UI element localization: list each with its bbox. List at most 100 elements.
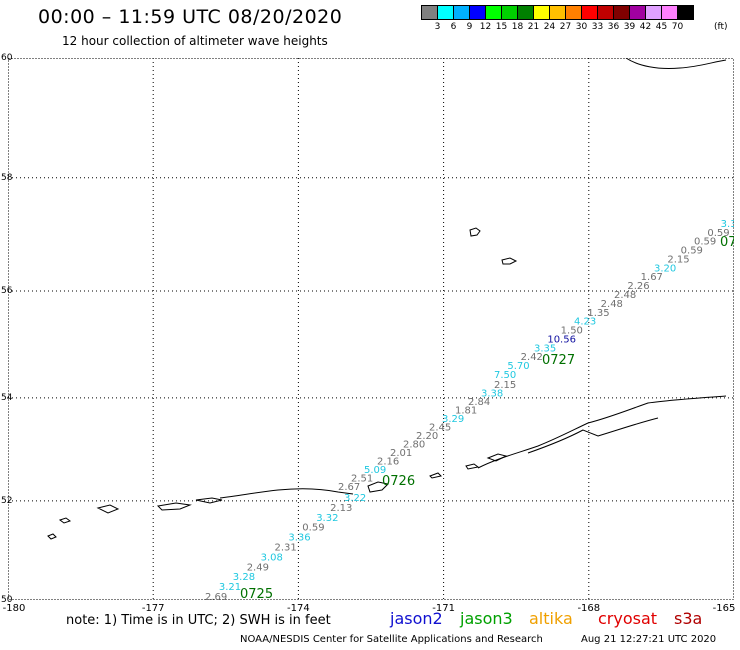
longitude-label: -171 (432, 603, 455, 614)
colorbar-label: 36 (607, 22, 620, 32)
colorbar-label: 21 (527, 22, 540, 32)
colorbar-label: 6 (450, 22, 457, 32)
wave-height-value: 2.48 (601, 299, 623, 310)
wave-height-value: 1.67 (641, 272, 663, 283)
colorbar-label: 27 (559, 22, 572, 32)
colorbar-labels: 3 6 9 12 15 18 21 24 27 30 33 36 39 42 45 70 (422, 22, 686, 32)
wave-height-value: 2.48 (614, 290, 636, 301)
colorbar-swatch (645, 5, 662, 20)
coast-alaska-north (625, 58, 727, 69)
coast-aleutian-east (429, 453, 508, 479)
colorbar-label: 15 (495, 22, 508, 32)
wave-height-value: 1.50 (561, 326, 583, 337)
wave-height-value: 2.67 (338, 482, 360, 493)
footer-note: note: 1) Time is in UTC; 2) SWH is in fe… (66, 613, 331, 628)
wave-height-value: 2.49 (247, 562, 269, 573)
legend-altika: altika (529, 609, 573, 628)
latitude-label: 52 (1, 495, 13, 506)
wave-height-value: 2.80 (403, 440, 425, 451)
wave-height-value: 3.32 (316, 513, 338, 524)
wave-height-value: 5.09 (364, 465, 386, 476)
colorbar-swatch (549, 5, 566, 20)
wave-height-value: 0.59 (694, 237, 716, 248)
wave-height-value: 1.81 (455, 406, 477, 417)
map-grid (8, 58, 734, 600)
colorbar (421, 5, 694, 20)
coast-umnak (367, 481, 390, 493)
colorbar-label: 45 (655, 22, 668, 32)
wave-height-value: 2.31 (275, 543, 297, 554)
wave-height-value: 2.20 (416, 431, 438, 442)
colorbar-label: 9 (466, 22, 473, 32)
wave-height-value: 2.16 (377, 457, 399, 468)
wave-height-value: 4.23 (574, 317, 596, 328)
track-time-label: 0726 (382, 474, 415, 489)
page-title: 00:00 – 11:59 UTC 08/20/2020 (38, 6, 343, 28)
latitude-label: 60 (1, 53, 13, 63)
wave-height-value: 2.84 (468, 397, 490, 408)
wave-height-value: 3.08 (261, 552, 283, 563)
colorbar-label: 18 (511, 22, 524, 32)
coast-aleutian-chain (219, 488, 354, 499)
wave-height-value: 3.36 (288, 533, 310, 544)
track-time-label-edge: 07 (720, 235, 734, 250)
wave-height-value: 2.15 (667, 254, 689, 265)
longitude-label: -180 (2, 603, 26, 614)
wave-height-map: 2.693.213.282.493.082.313.360.593.322.13… (8, 58, 734, 600)
legend-jason3: jason3 (460, 609, 513, 628)
wave-height-value: 3.38 (721, 219, 734, 230)
wave-height-value: 7.50 (494, 370, 516, 381)
colorbar-swatch (421, 5, 438, 20)
colorbar-swatch (517, 5, 534, 20)
coast-alaska-peninsula-south (527, 417, 659, 454)
colorbar-swatch (533, 5, 550, 20)
colorbar-label: 33 (591, 22, 604, 32)
wave-height-value: 3.22 (344, 493, 366, 504)
colorbar-swatch (581, 5, 598, 20)
colorbar-swatch (501, 5, 518, 20)
altimeter-tracks: 2.693.213.282.493.082.313.360.593.322.13… (205, 219, 734, 600)
wave-height-value: 3.28 (233, 572, 255, 583)
footer-timestamp: Aug 21 12:27:21 UTC 2020 (581, 634, 717, 645)
colorbar-label: 42 (639, 22, 652, 32)
colorbar-swatch (677, 5, 694, 20)
colorbar-label: 12 (479, 22, 492, 32)
wave-height-value: 10.56 (547, 334, 576, 345)
colorbar-swatch (661, 5, 678, 20)
page-subtitle: 12 hour collection of altimeter wave hei… (62, 34, 328, 48)
latitude-label: 54 (1, 392, 13, 403)
wave-height-value: 5.70 (507, 361, 529, 372)
wave-height-value: 3.20 (654, 263, 676, 274)
coast-aleutian-mid (156, 497, 223, 511)
colorbar-unit: (ft) (714, 22, 728, 32)
wave-height-value: 2.15 (494, 380, 516, 391)
colorbar-swatch (437, 5, 454, 20)
colorbar-swatch (597, 5, 614, 20)
colorbar-label: 70 (671, 22, 684, 32)
map-frame (8, 58, 734, 600)
colorbar-swatch (565, 5, 582, 20)
colorbar-swatch (613, 5, 630, 20)
legend-cryosat: cryosat (598, 609, 658, 628)
wave-height-value: 1.35 (587, 308, 609, 319)
wave-height-value: 0.59 (707, 228, 729, 239)
latitude-label: 56 (1, 286, 13, 297)
wave-height-value: 2.26 (627, 281, 649, 292)
colorbar-label: 24 (543, 22, 556, 32)
track-time-label: 0725 (240, 587, 273, 600)
wave-height-value: 3.38 (481, 389, 503, 400)
colorbar-label: 3 (434, 22, 441, 32)
wave-height-value: 0.59 (302, 523, 324, 534)
coastline (47, 58, 727, 540)
longitude-label: -165 (712, 603, 736, 614)
legend-jason2: jason2 (390, 609, 443, 628)
colorbar-swatch (453, 5, 470, 20)
colorbar-swatch (469, 5, 486, 20)
longitude-label: -177 (141, 603, 165, 614)
track-time-label: 0727 (542, 353, 575, 368)
legend-s3a: s3a (674, 609, 703, 628)
wave-height-value: 2.42 (521, 352, 543, 363)
longitude-label: -174 (287, 603, 310, 614)
coast-alaska-peninsula (477, 395, 727, 469)
colorbar-label: 39 (623, 22, 636, 32)
